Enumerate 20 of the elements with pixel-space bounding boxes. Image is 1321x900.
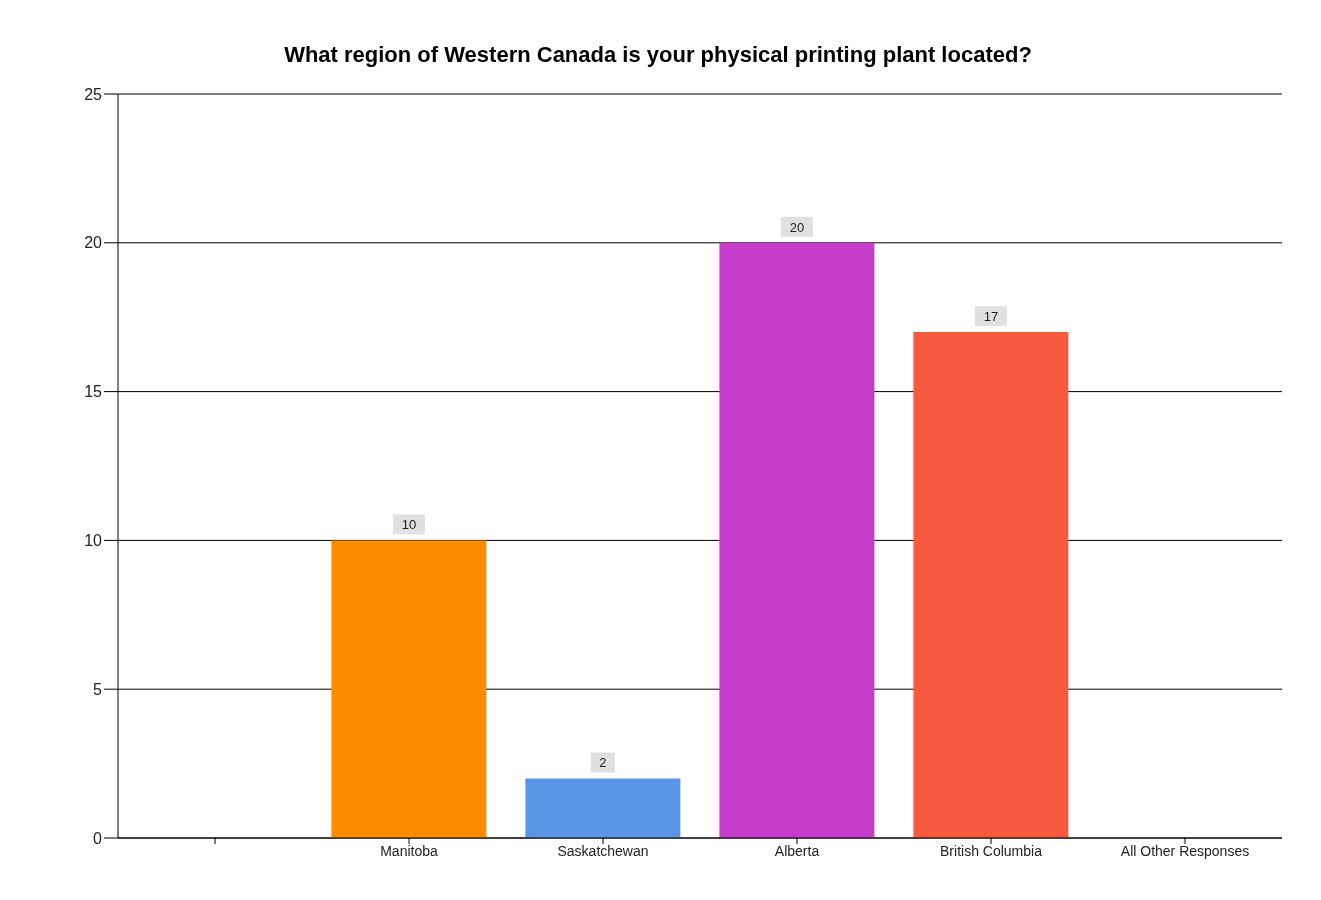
y-tick-label: 10	[84, 532, 103, 550]
x-tick-label: Saskatchewan	[557, 842, 649, 859]
data-label: 20	[789, 219, 805, 235]
y-tick-label: 15	[84, 383, 103, 401]
bar	[719, 242, 875, 838]
y-tick-label: 5	[93, 680, 103, 698]
data-label: 2	[599, 755, 607, 771]
x-tick-label: All Other Responses	[1120, 842, 1250, 859]
x-tick-label: Manitoba	[380, 842, 439, 859]
bar	[331, 540, 487, 838]
data-label: 10	[401, 517, 417, 533]
data-label: 17	[983, 309, 999, 325]
x-tick-label: British Columbia	[940, 842, 1043, 859]
bar	[525, 778, 681, 838]
y-tick-label: 20	[84, 234, 103, 252]
x-tick-label: Alberta	[774, 842, 820, 859]
bar	[913, 332, 1069, 838]
chart-title: What region of Western Canada is your physical printing plant located?	[283, 42, 1033, 68]
y-tick-label: 0	[93, 829, 103, 847]
y-tick-label: 25	[84, 85, 103, 103]
